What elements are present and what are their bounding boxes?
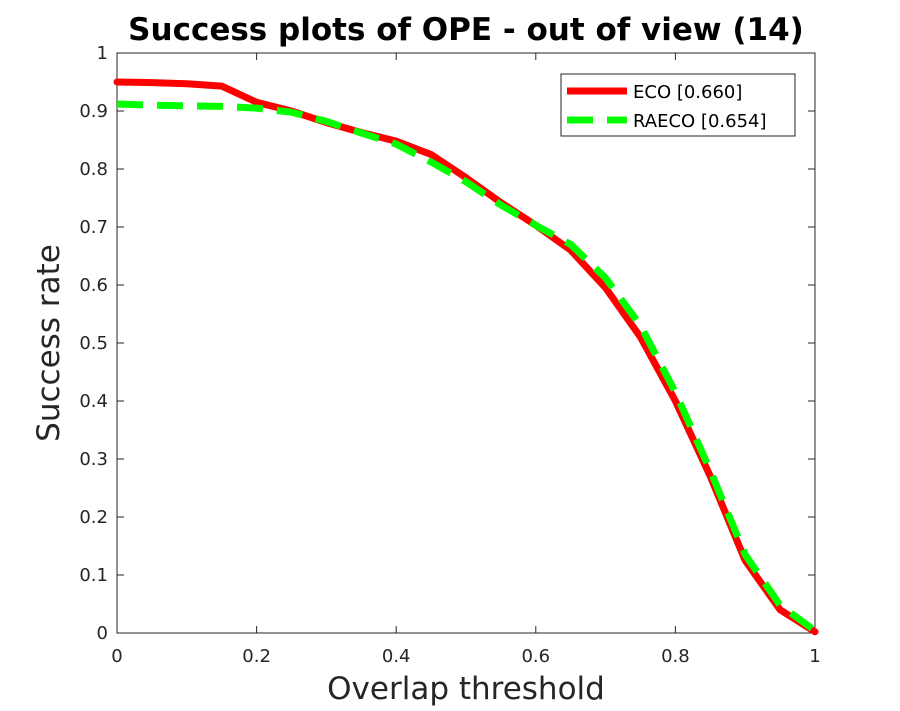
y-tick-label: 0.7	[79, 217, 108, 238]
series-line-raeco	[116, 100, 818, 634]
x-tick-label: 0.6	[521, 646, 550, 667]
x-tick-label: 0.8	[661, 646, 690, 667]
y-tick-label: 0.3	[79, 449, 108, 470]
legend-label-raeco: RAECO [0.654]	[633, 111, 767, 132]
y-tick-label: 0.1	[79, 565, 108, 586]
x-tick-label: 0	[111, 646, 122, 667]
y-tick-label: 1	[97, 43, 108, 64]
x-tick-label: 0.2	[242, 646, 271, 667]
y-axis-ticks: 0 0.1 0.2 0.3 0.4 0.5 0.6 0.7 0.8 0.9 1	[79, 43, 815, 644]
y-tick-label: 0.9	[79, 101, 108, 122]
y-tick-label: 0.5	[79, 333, 108, 354]
legend-box	[560, 73, 796, 137]
legend: ECO [0.660] RAECO [0.654]	[560, 73, 796, 137]
y-tick-label: 0.2	[79, 507, 108, 528]
series-layer	[113, 78, 819, 636]
chart-title: Success plots of OPE - out of view (14)	[128, 12, 804, 48]
x-axis-label: Overlap threshold	[327, 671, 605, 707]
y-tick-label: 0.6	[79, 275, 108, 296]
y-tick-label: 0.4	[79, 391, 108, 412]
y-tick-label: 0	[97, 623, 108, 644]
x-tick-label: 0.4	[382, 646, 411, 667]
y-tick-label: 0.8	[79, 159, 108, 180]
y-axis-label: Success rate	[31, 244, 67, 442]
x-tick-label: 1	[809, 646, 820, 667]
x-axis-ticks: 0 0.2 0.4 0.6 0.8 1	[111, 53, 821, 667]
plot-area	[116, 52, 816, 634]
legend-label-eco: ECO [0.660]	[633, 82, 742, 103]
